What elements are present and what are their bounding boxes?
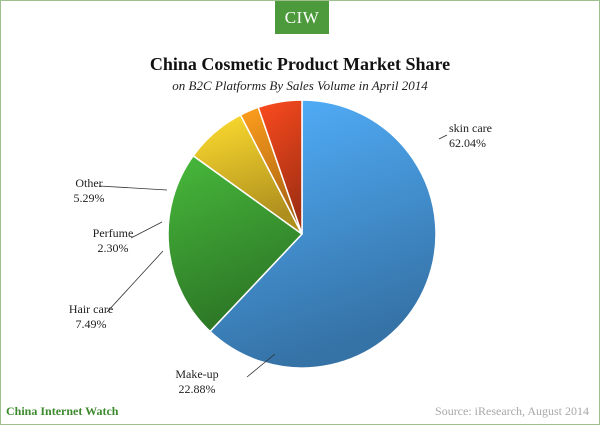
ciw-logo: CIW — [275, 1, 329, 34]
pie-slice-make-up — [167, 154, 304, 333]
leader-line — [130, 221, 163, 239]
chart-title: China Cosmetic Product Market Share — [149, 54, 451, 74]
slice-value-label: 2.30% — [98, 241, 129, 255]
chart-subtitle: on B2C Platforms By Sales Volume in Apri… — [172, 78, 428, 93]
slice-label: Make-up — [175, 367, 218, 381]
leader-line — [98, 185, 168, 191]
leader-line — [246, 353, 276, 378]
slice-label: skin care — [449, 121, 492, 135]
slice-label: Hair care — [69, 302, 113, 316]
slice-value-label: 5.29% — [74, 191, 105, 205]
leader-line — [106, 250, 164, 313]
leader-line — [438, 134, 448, 140]
slice-value-label: 62.04% — [449, 136, 486, 150]
footer-brand: China Internet Watch — [6, 404, 119, 418]
pie-slice-skin-care — [208, 99, 437, 369]
slice-label: Other — [75, 176, 102, 190]
pie-slice-other — [257, 99, 303, 235]
slice-value-label: 22.88% — [179, 382, 216, 396]
slice-value-label: 7.49% — [76, 317, 107, 331]
slice-label: Perfume — [93, 226, 134, 240]
footer-source: Source: iResearch, August 2014 — [435, 404, 589, 418]
